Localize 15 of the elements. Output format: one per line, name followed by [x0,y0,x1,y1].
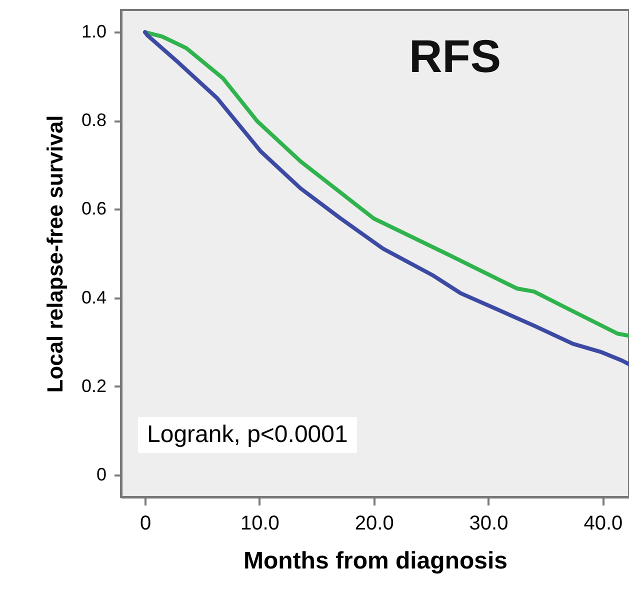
y-axis-title: Local relapse-free survival [42,115,68,393]
y-tick-label: 0 [96,464,106,484]
chart-title: RFS [409,30,501,82]
y-tick-label: 0.4 [81,287,106,308]
y-tick-label: 0.2 [81,376,106,396]
x-tick-label: 40.0 [584,512,623,534]
x-axis-title: Months from diagnosis [244,548,508,574]
x-tick-label: 20.0 [354,512,394,534]
annotation: Logrank, p<0.0001 [138,417,357,453]
x-tick-label: 10.0 [240,512,280,534]
y-tick-label: 0.6 [81,198,106,219]
x-tick-label: 0 [140,512,152,534]
y-tick-label: 0.8 [81,110,106,130]
y-tick-label: 1.0 [81,22,106,42]
x-tick-label: 30.0 [469,512,508,534]
